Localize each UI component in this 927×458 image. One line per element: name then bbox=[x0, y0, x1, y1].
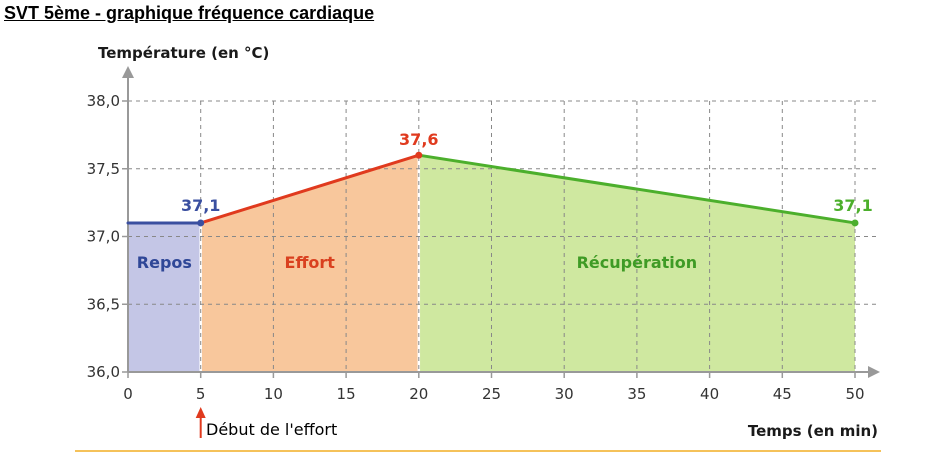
data-label: 37,1 bbox=[833, 196, 872, 215]
x-axis-title: Temps (en min) bbox=[748, 422, 878, 440]
x-tick-label: 25 bbox=[482, 385, 501, 403]
y-tick-label: 38,0 bbox=[87, 92, 120, 110]
y-tick-label: 37,0 bbox=[87, 228, 120, 246]
x-tick-label: 20 bbox=[409, 385, 428, 403]
data-label: 37,6 bbox=[399, 130, 438, 149]
zone-label: Récupération bbox=[577, 253, 698, 272]
x-tick-label: 45 bbox=[773, 385, 792, 403]
data-point bbox=[851, 219, 859, 227]
y-axis-arrow bbox=[122, 66, 134, 78]
x-tick-label: 15 bbox=[337, 385, 356, 403]
page-heading: SVT 5ème - graphique fréquence cardiaque bbox=[4, 3, 375, 23]
series-line-2 bbox=[417, 153, 857, 225]
x-tick-label: 40 bbox=[700, 385, 719, 403]
zone-fill-0 bbox=[128, 222, 201, 372]
x-tick-label: 35 bbox=[627, 385, 646, 403]
y-tick-label: 37,5 bbox=[87, 160, 120, 178]
zone-fill-1 bbox=[200, 155, 419, 372]
x-tick-label: 5 bbox=[196, 385, 206, 403]
effort-start-arrow-head bbox=[195, 407, 206, 418]
x-tick-label: 50 bbox=[845, 385, 864, 403]
zone-label: Repos bbox=[137, 253, 192, 272]
data-label: 37,1 bbox=[181, 196, 220, 215]
y-axis-title: Température (en °C) bbox=[98, 44, 269, 62]
chart-labels: 36,0 36,5 37,0 37,5 38,0 0 5 10 15 20 25 30 35 40 45 50… bbox=[87, 92, 873, 438]
x-tick-label: 0 bbox=[123, 385, 133, 403]
y-tick-label: 36,5 bbox=[87, 295, 120, 313]
zone-label: Effort bbox=[285, 253, 336, 272]
data-point bbox=[415, 151, 423, 159]
effort-start-annotation: Début de l'effort bbox=[206, 420, 337, 439]
x-tick-label: 10 bbox=[264, 385, 283, 403]
series-lines bbox=[126, 151, 859, 227]
data-point bbox=[197, 219, 205, 227]
y-tick-label: 36,0 bbox=[87, 363, 120, 381]
series-line-1 bbox=[199, 153, 421, 225]
x-tick-label: 30 bbox=[555, 385, 574, 403]
x-axis-arrow bbox=[868, 366, 880, 378]
